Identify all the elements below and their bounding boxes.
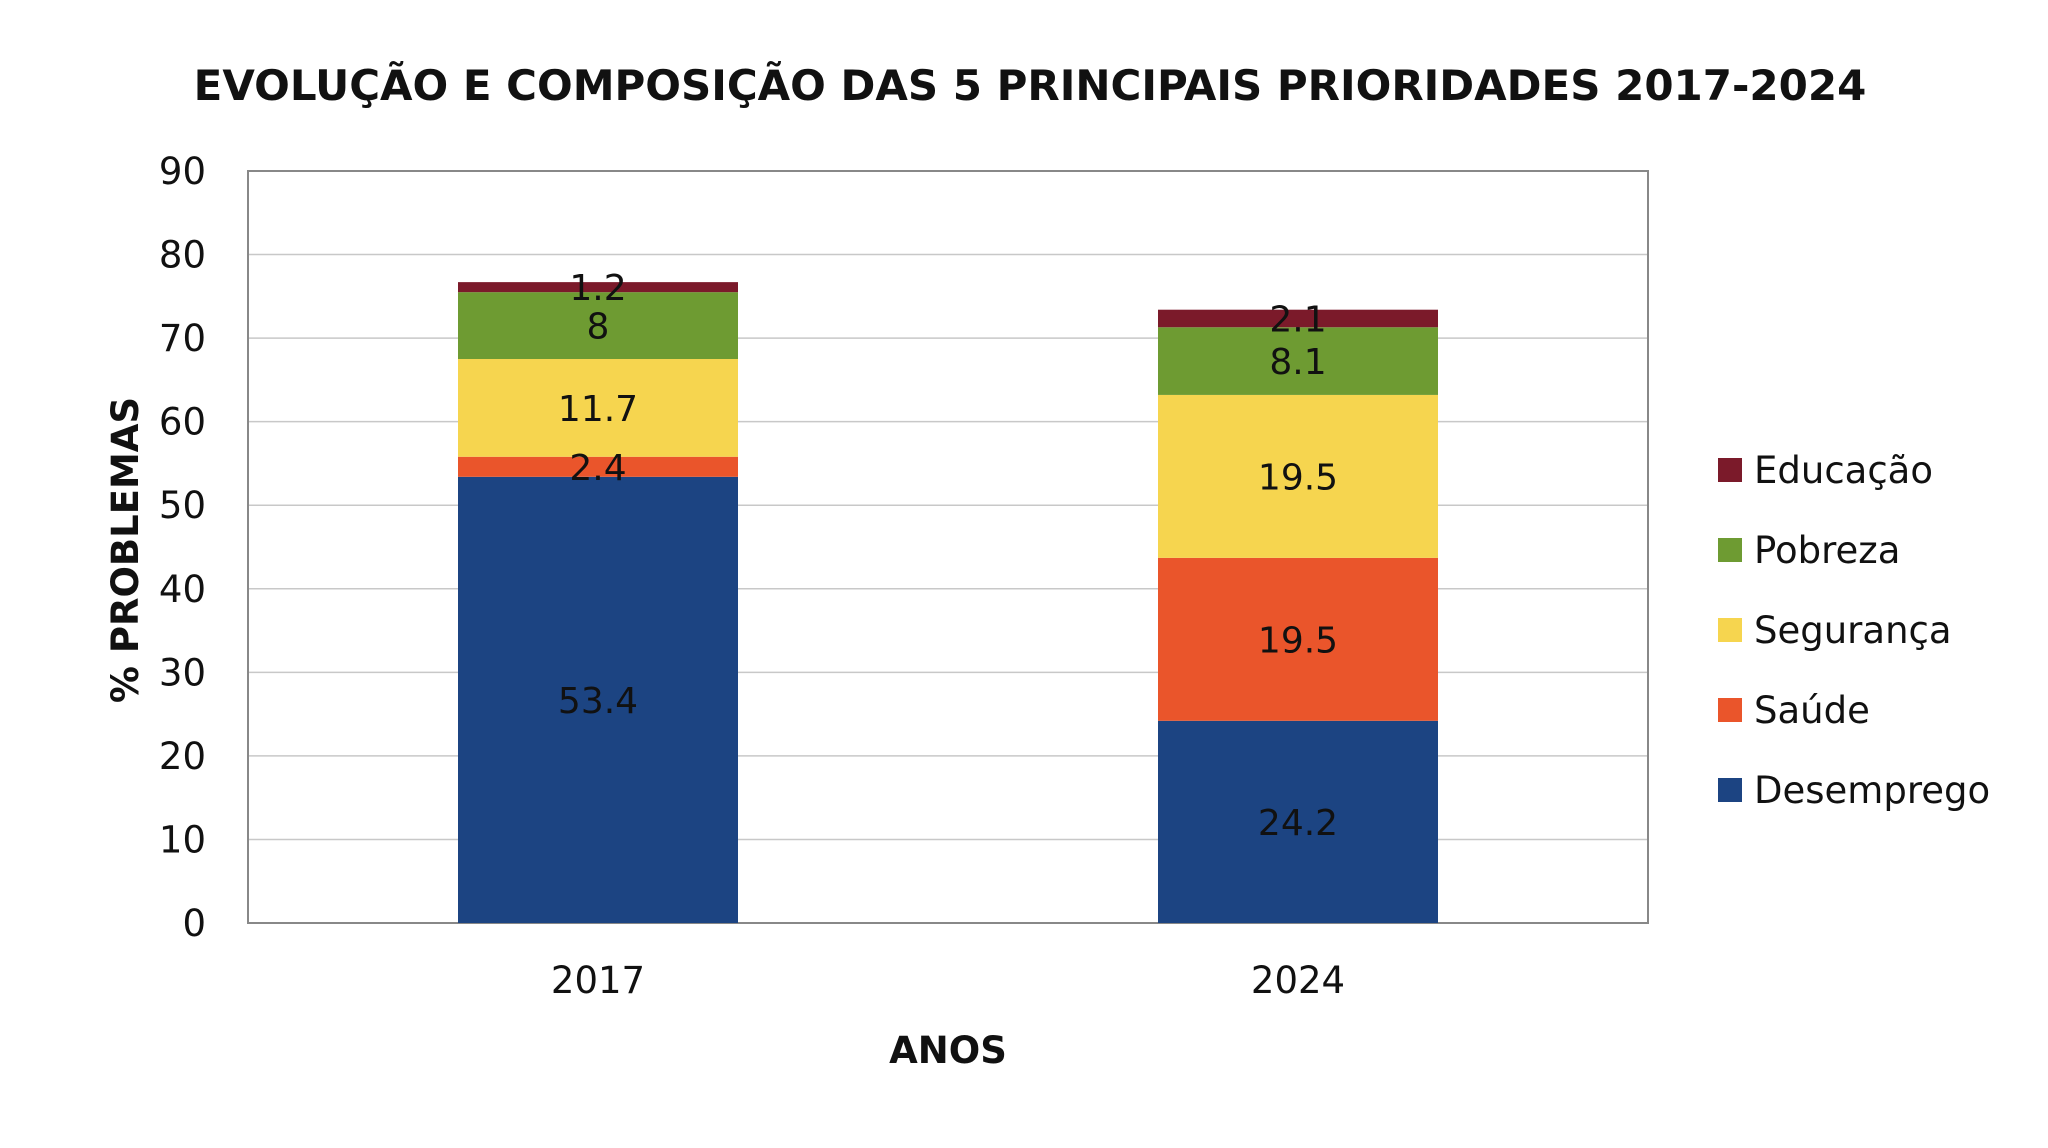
legend: Educação Pobreza Segurança Saúde Desemprego xyxy=(1718,449,1990,812)
x-axis-ticks: 2017 2024 xyxy=(551,959,1345,1002)
data-label: 24.2 xyxy=(1258,803,1338,844)
y-tick-label: 60 xyxy=(159,401,206,444)
data-label: 2.4 xyxy=(569,448,626,489)
data-label: 1.2 xyxy=(569,268,626,309)
data-label: 11.7 xyxy=(558,389,638,430)
data-label: 8.1 xyxy=(1269,342,1326,383)
bar-segment-desemprego-2024 xyxy=(1158,720,1438,923)
data-label: 19.5 xyxy=(1258,457,1338,498)
legend-swatch-pobreza xyxy=(1718,538,1742,562)
legend-label: Saúde xyxy=(1754,689,1870,732)
bar-segment-pobreza-2017 xyxy=(458,292,738,359)
bars xyxy=(458,282,1438,923)
y-tick-label: 40 xyxy=(159,568,206,611)
y-tick-label: 90 xyxy=(159,150,206,193)
bar-segment-educação-2017 xyxy=(458,282,738,293)
y-tick-label: 30 xyxy=(159,651,206,694)
data-labels: 53.4 2.4 11.7 81.2 24.2 19.5 19.5 8.12.1 xyxy=(558,268,1338,844)
legend-swatch-desemprego xyxy=(1718,778,1742,802)
x-tick-label: 2024 xyxy=(1251,959,1345,1002)
y-tick-label: 80 xyxy=(159,234,206,277)
x-axis-title: ANOS xyxy=(889,1029,1007,1072)
data-label: 19.5 xyxy=(1258,620,1338,661)
bar-segment-pobreza-2024 xyxy=(1158,327,1438,395)
data-label: 2.1 xyxy=(1269,299,1326,340)
legend-label: Segurança xyxy=(1754,609,1952,652)
x-tick-label: 2017 xyxy=(551,959,645,1002)
legend-swatch-segurança xyxy=(1718,618,1742,642)
legend-label: Pobreza xyxy=(1754,529,1900,572)
bar-segment-saúde-2024 xyxy=(1158,557,1438,721)
bar-segment-desemprego-2017 xyxy=(458,476,738,923)
legend-label: Educação xyxy=(1754,449,1933,492)
bar-segment-educação-2024 xyxy=(1158,309,1438,328)
y-axis-ticks: 0 10 20 30 40 50 60 70 80 90 xyxy=(159,150,206,945)
data-label: 53.4 xyxy=(558,681,638,722)
data-label: 8 xyxy=(587,307,610,348)
y-tick-label: 50 xyxy=(159,484,206,527)
y-tick-label: 20 xyxy=(159,735,206,778)
legend-swatch-saúde xyxy=(1718,698,1742,722)
y-axis-title: % PROBLEMAS xyxy=(104,397,147,703)
bar-segment-saúde-2017 xyxy=(458,456,738,477)
legend-swatch-educação xyxy=(1718,458,1742,482)
y-tick-label: 10 xyxy=(159,818,206,861)
bar-segment-segurança-2017 xyxy=(458,359,738,457)
bar-segment-segurança-2024 xyxy=(1158,394,1438,558)
y-tick-label: 70 xyxy=(159,317,206,360)
chart-title: EVOLUÇÃO E COMPOSIÇÃO DAS 5 PRINCIPAIS P… xyxy=(194,60,1867,110)
y-tick-label: 0 xyxy=(182,902,206,945)
plot-area-frame xyxy=(247,170,1649,924)
legend-label: Desemprego xyxy=(1754,769,1990,812)
